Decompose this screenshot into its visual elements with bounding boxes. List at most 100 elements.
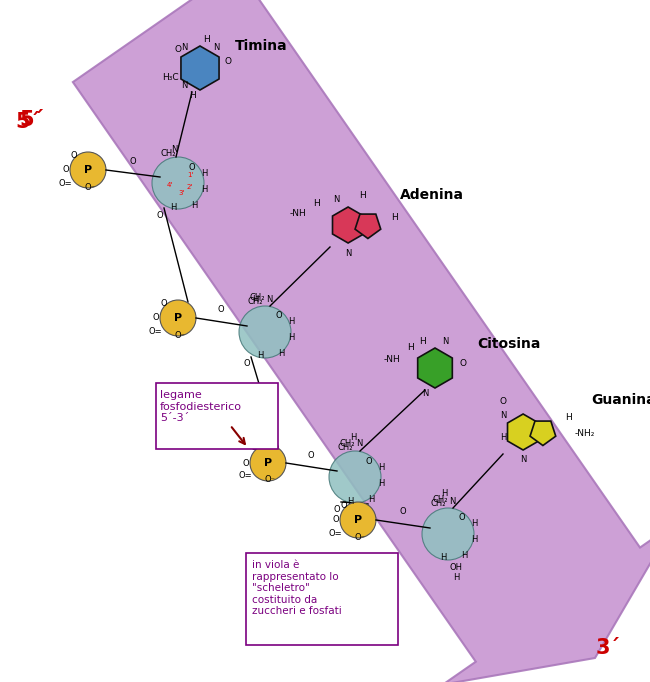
Text: H: H bbox=[288, 333, 294, 342]
Text: H: H bbox=[368, 494, 374, 503]
Polygon shape bbox=[355, 214, 381, 239]
Text: N: N bbox=[448, 496, 455, 505]
Text: legame
fosfodiesterico
5´-3´: legame fosfodiesterico 5´-3´ bbox=[160, 390, 242, 424]
Text: N: N bbox=[422, 389, 428, 398]
Text: in viola è
rappresentato lo
"scheletro"
costituito da
zuccheri e fosfati: in viola è rappresentato lo "scheletro" … bbox=[252, 560, 342, 617]
Text: 4': 4' bbox=[167, 182, 173, 188]
Text: H: H bbox=[350, 432, 356, 441]
Text: CH₂: CH₂ bbox=[161, 149, 176, 158]
Polygon shape bbox=[181, 46, 219, 90]
Text: H: H bbox=[252, 295, 258, 303]
Text: O: O bbox=[460, 359, 467, 368]
Polygon shape bbox=[73, 0, 650, 682]
Text: O: O bbox=[341, 501, 347, 509]
Text: CH₂: CH₂ bbox=[249, 293, 265, 303]
Text: O: O bbox=[251, 443, 257, 452]
Text: N: N bbox=[344, 248, 351, 258]
Circle shape bbox=[152, 157, 204, 209]
Text: O: O bbox=[276, 312, 282, 321]
Text: O⁻: O⁻ bbox=[354, 533, 365, 542]
Text: 5´: 5´ bbox=[16, 112, 40, 132]
Text: H: H bbox=[378, 479, 384, 488]
Text: P: P bbox=[354, 515, 362, 525]
Circle shape bbox=[250, 445, 286, 481]
Text: CH₂: CH₂ bbox=[432, 496, 448, 505]
Text: H: H bbox=[566, 413, 573, 423]
Polygon shape bbox=[530, 421, 556, 445]
Text: H: H bbox=[288, 318, 294, 327]
Text: O: O bbox=[71, 151, 77, 160]
Text: N: N bbox=[356, 439, 362, 449]
Text: H: H bbox=[408, 344, 415, 353]
Text: O: O bbox=[188, 162, 195, 171]
Text: O: O bbox=[153, 314, 159, 323]
Text: Adenina: Adenina bbox=[400, 188, 464, 202]
Text: N: N bbox=[171, 145, 177, 155]
Text: 5´: 5´ bbox=[20, 110, 45, 130]
Text: 3': 3' bbox=[179, 190, 185, 196]
Text: H: H bbox=[188, 91, 196, 100]
Text: OH: OH bbox=[450, 563, 463, 572]
Text: -NH: -NH bbox=[289, 209, 306, 218]
Text: CH₂: CH₂ bbox=[430, 499, 446, 509]
Text: O: O bbox=[333, 505, 341, 514]
FancyBboxPatch shape bbox=[156, 383, 278, 449]
Text: N: N bbox=[213, 44, 219, 53]
Text: N: N bbox=[333, 194, 339, 203]
Text: H: H bbox=[391, 213, 397, 222]
Text: O: O bbox=[157, 211, 163, 220]
Text: Guanina: Guanina bbox=[591, 393, 650, 407]
Text: H: H bbox=[201, 185, 207, 194]
Polygon shape bbox=[508, 414, 539, 450]
Circle shape bbox=[160, 300, 196, 336]
Text: CH₂: CH₂ bbox=[339, 439, 355, 447]
Text: H: H bbox=[461, 552, 467, 561]
Text: P: P bbox=[84, 165, 92, 175]
Text: O: O bbox=[244, 359, 250, 368]
Text: O: O bbox=[459, 514, 465, 522]
Text: O: O bbox=[400, 507, 406, 516]
Text: O: O bbox=[218, 306, 224, 314]
Text: H: H bbox=[440, 554, 446, 563]
Text: H: H bbox=[453, 574, 459, 582]
Text: O: O bbox=[174, 46, 181, 55]
Text: -NH₂: -NH₂ bbox=[575, 430, 595, 439]
Circle shape bbox=[329, 451, 381, 503]
Circle shape bbox=[239, 306, 291, 358]
Text: O: O bbox=[224, 57, 231, 67]
Circle shape bbox=[422, 508, 474, 560]
Text: O=: O= bbox=[148, 327, 162, 336]
Circle shape bbox=[340, 502, 376, 538]
Text: N: N bbox=[266, 295, 272, 303]
FancyBboxPatch shape bbox=[246, 553, 398, 645]
Text: 1': 1' bbox=[187, 172, 193, 178]
Text: CH₂: CH₂ bbox=[337, 443, 353, 451]
Text: O: O bbox=[161, 299, 167, 308]
Text: H: H bbox=[359, 190, 365, 200]
Text: 3´: 3´ bbox=[595, 638, 621, 658]
Text: H: H bbox=[420, 338, 426, 346]
Text: Timina: Timina bbox=[235, 39, 287, 53]
Text: H: H bbox=[170, 203, 176, 211]
Circle shape bbox=[70, 152, 106, 188]
Text: H: H bbox=[378, 462, 384, 471]
Text: H: H bbox=[441, 490, 447, 499]
Text: H: H bbox=[201, 168, 207, 177]
Text: O=: O= bbox=[328, 529, 342, 537]
Text: O: O bbox=[366, 456, 372, 466]
Text: H: H bbox=[471, 520, 477, 529]
Text: -NH: -NH bbox=[384, 355, 400, 364]
Text: Citosina: Citosina bbox=[477, 337, 540, 351]
Text: P: P bbox=[174, 313, 182, 323]
Text: H: H bbox=[278, 349, 284, 359]
Text: O: O bbox=[130, 158, 136, 166]
Text: CH₂: CH₂ bbox=[247, 297, 263, 306]
Text: H₃C: H₃C bbox=[162, 74, 178, 83]
Text: O⁻: O⁻ bbox=[84, 183, 96, 192]
Text: H: H bbox=[191, 201, 197, 209]
Text: H: H bbox=[203, 35, 209, 44]
Text: N: N bbox=[181, 82, 187, 91]
Text: O: O bbox=[62, 166, 70, 175]
Text: N: N bbox=[520, 456, 526, 464]
Text: O⁻: O⁻ bbox=[265, 475, 276, 484]
